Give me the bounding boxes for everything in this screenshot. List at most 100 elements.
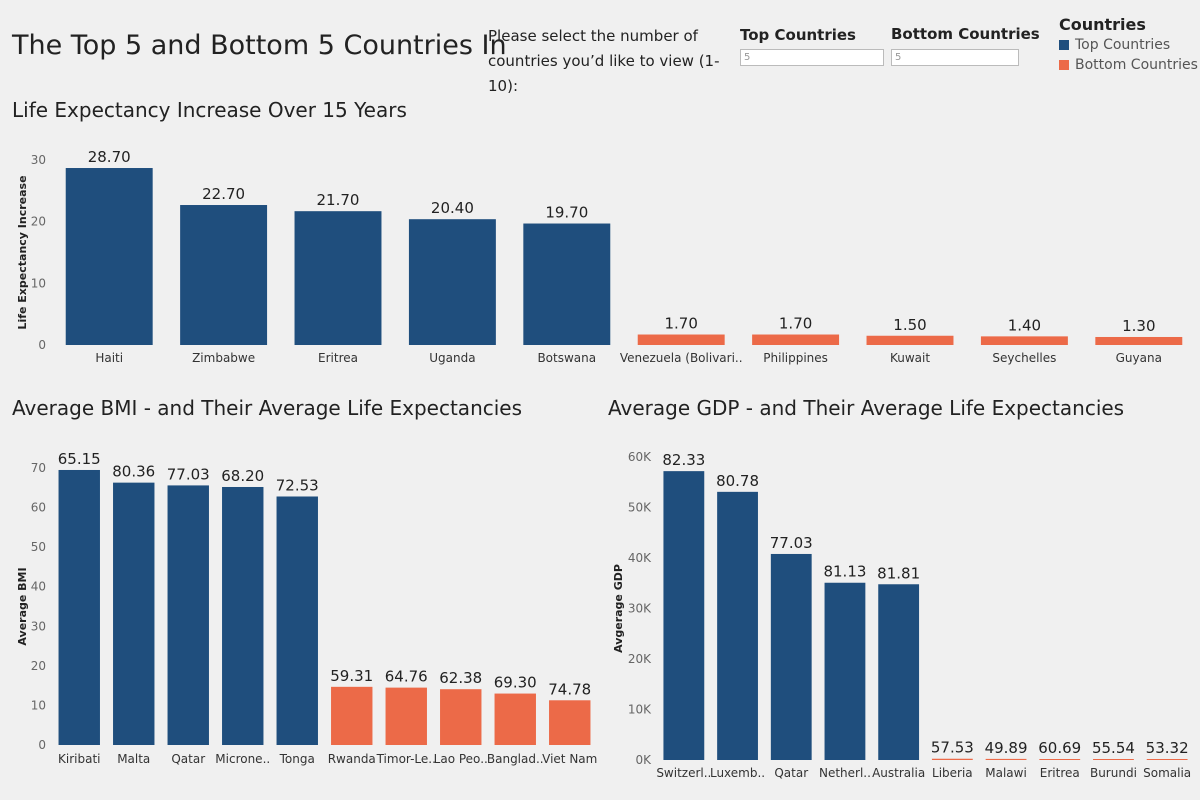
data-label: 80.78	[716, 472, 759, 490]
legend: Countries Top Countries Bottom Countries	[1059, 15, 1198, 73]
category-label: Australia	[872, 766, 925, 780]
y-tick-label: 0	[38, 738, 46, 752]
data-label: 28.70	[88, 148, 131, 166]
legend-swatch-bottom	[1059, 60, 1069, 70]
y-tick-label: 20K	[628, 652, 652, 666]
y-tick-label: 40	[31, 580, 46, 594]
bar-lao-peo	[440, 689, 482, 745]
legend-item-bottom[interactable]: Bottom Countries	[1059, 57, 1198, 73]
bar-zimbabwe	[180, 205, 268, 345]
category-label: Eritrea	[1040, 766, 1080, 780]
legend-swatch-top	[1059, 40, 1069, 50]
data-label: 1.70	[779, 315, 812, 333]
y-tick-label: 40K	[628, 551, 652, 565]
bar-guyana	[1095, 336, 1183, 345]
data-label: 69.30	[494, 674, 537, 692]
category-label: Timor-Le..	[376, 752, 436, 766]
y-tick-label: 30	[31, 619, 46, 633]
bar-somalia	[1146, 759, 1188, 760]
category-label: Somalia	[1143, 766, 1191, 780]
category-label: Kuwait	[890, 351, 930, 365]
bar-australia	[878, 584, 920, 760]
y-tick-label: 20	[31, 215, 46, 229]
data-label: 57.53	[931, 739, 974, 757]
y-tick-label: 30K	[628, 602, 652, 616]
y-tick-label: 10	[31, 698, 46, 712]
y-axis-label: Avgerage GDP	[612, 564, 625, 653]
category-label: Rwanda	[328, 752, 376, 766]
bar-qatar	[770, 553, 812, 760]
bar-timor-le	[385, 687, 427, 745]
category-label: Botswana	[537, 351, 596, 365]
data-label: 22.70	[202, 185, 245, 203]
category-label: Haiti	[95, 351, 123, 365]
gdp-chart: Avgerage GDP 0K 10K 20K 30K 40K 50K 60K 82.33 Swi…	[612, 450, 1191, 780]
legend-title: Countries	[1059, 15, 1146, 34]
data-label: 1.50	[893, 316, 926, 334]
data-label: 68.20	[221, 467, 264, 485]
legend-item-top[interactable]: Top Countries	[1059, 37, 1198, 53]
category-label: Zimbabwe	[192, 351, 255, 365]
category-label: Lao Peo..	[434, 752, 488, 766]
y-tick-label: 50K	[628, 501, 652, 515]
bar-netherl	[824, 582, 866, 760]
bottom-countries-label: Bottom Countries	[891, 25, 1040, 43]
category-label: Kiribati	[58, 752, 100, 766]
category-label: Qatar	[774, 766, 808, 780]
top-countries-input[interactable]: 5	[740, 49, 884, 66]
data-label: 19.70	[545, 204, 588, 222]
category-label: Malta	[117, 752, 150, 766]
bar-banglad	[494, 693, 536, 745]
category-label: Qatar	[171, 752, 205, 766]
category-label: Guyana	[1116, 351, 1162, 365]
data-label: 1.70	[664, 315, 697, 333]
top-countries-control: Top Countries 5	[740, 26, 884, 66]
bar-burundi	[1093, 759, 1134, 760]
category-label: Tonga	[279, 752, 315, 766]
top-countries-label: Top Countries	[740, 26, 856, 44]
y-tick-label: 70	[31, 461, 46, 475]
category-label: Liberia	[932, 766, 973, 780]
data-label: 49.89	[985, 739, 1028, 757]
bottom-countries-control: Bottom Countries 5	[891, 25, 1040, 66]
bmi-chart-title: Average BMI - and Their Average Life Exp…	[12, 396, 523, 420]
bar-malta	[113, 482, 155, 745]
y-tick-label: 20	[31, 659, 46, 673]
bottom-countries-input[interactable]: 5	[891, 49, 1019, 66]
data-label: 72.53	[276, 476, 319, 494]
bar-rwanda	[331, 686, 373, 745]
category-label: Burundi	[1090, 766, 1137, 780]
bar-malawi	[985, 758, 1027, 760]
bar-liberia	[931, 758, 973, 760]
category-label: Netherl..	[819, 766, 871, 780]
category-label: Viet Nam	[542, 752, 597, 766]
life-expectancy-chart-title: Life Expectancy Increase Over 15 Years	[12, 98, 407, 122]
bar-eritrea	[294, 211, 382, 345]
category-label: Venezuela (Bolivari..	[620, 351, 743, 365]
category-label: Eritrea	[318, 351, 358, 365]
prompt-line-2: countries you’d like to view (1-10):	[488, 52, 720, 95]
y-tick-label: 10	[31, 276, 46, 290]
y-tick-label: 60K	[628, 450, 652, 464]
y-axis-label: Life Expectancy Increase	[16, 175, 29, 329]
bar-eritrea	[1039, 759, 1081, 760]
y-tick-label: 60	[31, 501, 46, 515]
bar-uganda	[408, 219, 496, 345]
legend-label-bottom: Bottom Countries	[1075, 57, 1198, 73]
prompt-line-1: Please select the number of	[488, 27, 698, 45]
y-axis-label: Average BMI	[16, 567, 29, 645]
bar-venezuela-bolivari	[637, 334, 725, 345]
bmi-chart: Average BMI 0 10 20 30 40 50 60 70 65.15 Kiribati 8…	[16, 450, 597, 766]
legend-label-top: Top Countries	[1075, 37, 1171, 53]
data-label: 77.03	[770, 534, 813, 552]
data-label: 1.40	[1008, 316, 1041, 334]
data-label: 77.03	[167, 465, 210, 483]
bar-botswana	[523, 223, 611, 345]
bar-luxemb	[717, 491, 758, 760]
bar-kiribati	[58, 469, 100, 745]
bar-switzerl	[663, 471, 705, 760]
data-label: 74.78	[548, 680, 591, 698]
data-label: 64.76	[385, 668, 428, 686]
category-label: Malawi	[985, 766, 1027, 780]
category-label: Uganda	[429, 351, 475, 365]
